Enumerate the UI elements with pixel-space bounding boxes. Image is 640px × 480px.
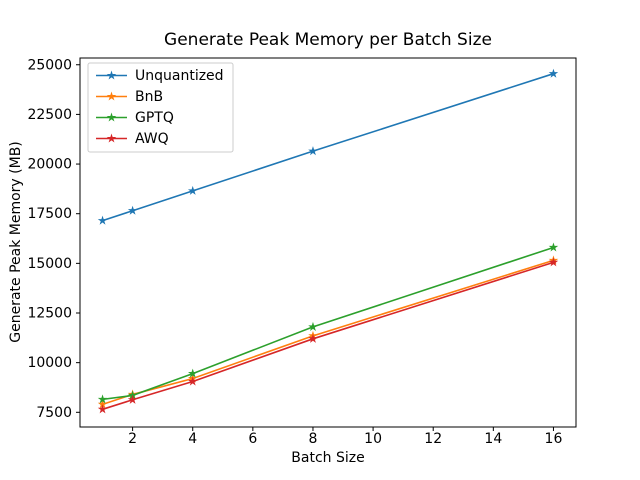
data-point-marker <box>548 257 559 267</box>
legend-item-awq: AWQ <box>96 131 169 147</box>
x-tick-label: 12 <box>424 431 442 447</box>
series-unquantized <box>97 68 559 225</box>
x-tick-label: 4 <box>188 431 197 447</box>
legend-label: Unquantized <box>135 68 224 84</box>
x-tick-label: 8 <box>309 431 318 447</box>
legend-item-gptq: GPTQ <box>96 110 174 126</box>
data-point-marker <box>308 333 318 343</box>
data-point-marker <box>548 68 559 78</box>
x-tick-label: 6 <box>248 431 257 447</box>
data-point-marker <box>127 394 138 404</box>
chart-title: Generate Peak Memory per Batch Size <box>164 30 492 50</box>
data-point-marker <box>187 368 198 378</box>
axes-spines <box>79 57 577 428</box>
data-point-marker <box>187 185 198 195</box>
legend-star-marker <box>106 133 117 143</box>
y-axis-label: Generate Peak Memory (MB) <box>8 141 24 343</box>
legend-label: BnB <box>135 89 163 105</box>
legend-label: AWQ <box>135 131 169 147</box>
x-tick-label: 10 <box>364 431 382 447</box>
data-point-marker <box>97 404 108 414</box>
x-axis-label: Batch Size <box>291 450 365 466</box>
legend-label: GPTQ <box>135 110 174 126</box>
data-point-marker <box>187 376 198 386</box>
data-point-marker <box>97 394 108 404</box>
y-tick-label: 17500 <box>27 206 72 222</box>
data-point-marker <box>548 242 559 252</box>
data-point-marker <box>97 399 108 409</box>
y-tick-label: 22500 <box>27 107 72 123</box>
y-tick-label: 12500 <box>27 306 72 322</box>
y-tick-label: 10000 <box>27 355 72 371</box>
y-tick-label: 25000 <box>27 57 72 73</box>
legend-star-marker <box>106 112 117 122</box>
data-point-marker <box>97 215 108 225</box>
x-tick-label: 2 <box>128 431 137 447</box>
data-point-marker <box>127 205 138 215</box>
legend-item-bnb: BnB <box>96 89 163 105</box>
legend: Unquantized BnB GPTQ AWQ <box>87 62 234 153</box>
data-point-marker <box>308 146 318 156</box>
x-tick-label: 14 <box>484 431 502 447</box>
legend-star-marker <box>106 91 117 101</box>
y-tick-label: 7500 <box>36 405 72 421</box>
y-tick-label: 20000 <box>27 157 72 173</box>
legend-box <box>87 62 234 153</box>
series-awq <box>97 257 559 414</box>
x-tick-label: 16 <box>545 431 563 447</box>
legend-star-marker <box>106 70 117 80</box>
data-point-marker <box>308 321 318 331</box>
y-tick-label: 15000 <box>27 256 72 272</box>
legend-item-unquantized: Unquantized <box>96 68 224 84</box>
